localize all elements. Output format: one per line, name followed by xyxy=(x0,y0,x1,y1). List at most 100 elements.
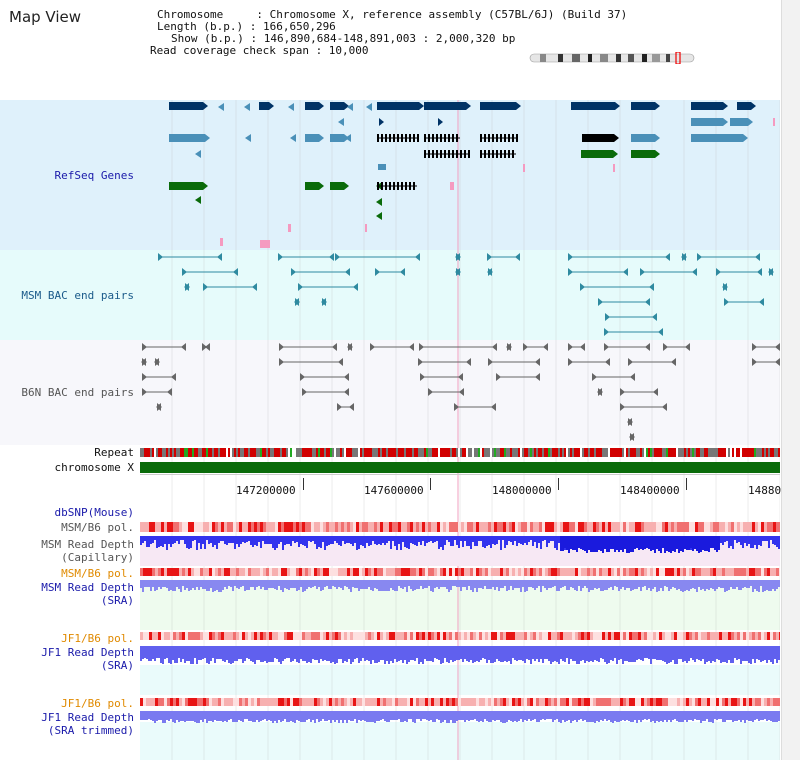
depth-bar xyxy=(564,646,566,662)
repeat-cell xyxy=(442,448,444,457)
depth-bar xyxy=(220,536,222,541)
depth-bar xyxy=(338,711,340,723)
depth-bar xyxy=(444,646,446,658)
pol-cell xyxy=(536,522,539,532)
track-label-jf1-read-depth-trimmed[interactable]: JF1 Read Depth (SRA trimmed) xyxy=(41,711,134,737)
msm-bac-end xyxy=(568,253,573,261)
repeat-cell xyxy=(394,448,396,457)
depth-bar xyxy=(436,536,438,541)
pol-cell xyxy=(545,522,548,532)
repeat-cell xyxy=(160,448,162,457)
repeat-cell xyxy=(644,448,646,457)
pol-cell xyxy=(437,522,440,532)
depth-bar xyxy=(500,536,502,550)
depth-bar xyxy=(254,646,256,664)
depth-bar xyxy=(278,580,280,586)
pol-cell xyxy=(629,568,632,576)
genome-tracks-canvas[interactable] xyxy=(0,0,780,760)
repeat-cell xyxy=(392,448,394,457)
depth-bar xyxy=(406,536,408,548)
depth-bar xyxy=(336,536,338,543)
depth-bar xyxy=(156,646,158,658)
track-label-jf1-read-depth-sra[interactable]: JF1 Read Depth (SRA) xyxy=(41,646,134,672)
depth-bar xyxy=(732,646,734,663)
track-label-msm-bac[interactable]: MSM BAC end pairs xyxy=(21,289,134,302)
pol-cell xyxy=(542,632,545,640)
pol-cell xyxy=(248,568,251,576)
pol-cell xyxy=(344,522,347,532)
pol-cell xyxy=(419,568,422,576)
pol-cell xyxy=(506,698,509,706)
pol-cell xyxy=(635,698,638,706)
track-label-msm-read-depth-capillary[interactable]: MSM Read Depth (Capillary) xyxy=(41,538,134,564)
depth-bar xyxy=(510,711,512,721)
pol-cell xyxy=(608,522,611,532)
track-label-msm-b6-pol-1[interactable]: MSM/B6 pol. xyxy=(61,521,134,534)
repeat-cell xyxy=(432,448,434,457)
depth-bar xyxy=(376,646,378,663)
pol-cell xyxy=(332,522,335,532)
pol-cell xyxy=(497,632,500,640)
pol-cell xyxy=(566,522,569,532)
depth-bar xyxy=(326,646,328,661)
pol-cell xyxy=(740,632,743,640)
track-label-msm-b6-pol-2[interactable]: MSM/B6 pol. xyxy=(61,567,134,580)
depth-bar xyxy=(450,711,452,720)
depth-bar xyxy=(432,711,434,722)
gene-arrow xyxy=(344,102,349,110)
depth-bar xyxy=(636,646,638,660)
depth-bar xyxy=(754,580,756,589)
depth-bar xyxy=(156,580,158,590)
track-label-msm-read-depth-sra[interactable]: MSM Read Depth (SRA) xyxy=(41,581,134,607)
depth-bar xyxy=(318,580,320,587)
pol-cell xyxy=(695,698,698,706)
depth-bar xyxy=(182,580,184,586)
track-label-repeat[interactable]: Repeat xyxy=(94,446,134,459)
pol-cell xyxy=(575,632,578,640)
pol-cell xyxy=(548,698,551,706)
pol-cell xyxy=(680,698,683,706)
track-label-dbsnp[interactable]: dbSNP(Mouse) xyxy=(54,506,134,519)
track-label-chromosome[interactable]: chromosome X xyxy=(54,461,134,474)
repeat-cell xyxy=(732,448,734,457)
depth-bar xyxy=(718,711,720,719)
depth-bar xyxy=(724,536,726,542)
depth-bar xyxy=(140,711,142,720)
depth-bar xyxy=(622,646,624,664)
pol-cell xyxy=(770,568,773,576)
depth-bar xyxy=(596,646,598,661)
depth-bar xyxy=(744,711,746,723)
track-label-b6n-bac[interactable]: B6N BAC end pairs xyxy=(21,386,134,399)
depth-bar xyxy=(374,536,376,544)
repeat-cell xyxy=(686,448,688,457)
depth-bar xyxy=(664,580,666,586)
depth-bar xyxy=(302,646,304,661)
depth-bar xyxy=(344,646,346,661)
depth-bar xyxy=(762,711,764,720)
msm-bac-end xyxy=(665,253,670,261)
pol-cell xyxy=(716,698,719,706)
depth-bar xyxy=(214,580,216,591)
track-label-jf1-b6-pol-2[interactable]: JF1/B6 pol. xyxy=(61,697,134,710)
pol-cell xyxy=(662,632,665,640)
pol-cell xyxy=(284,698,287,706)
depth-bar xyxy=(382,646,384,660)
pol-cell xyxy=(482,632,485,640)
depth-bar xyxy=(554,711,556,720)
chromosome-ideogram[interactable] xyxy=(528,52,698,64)
track-label-refseq[interactable]: RefSeq Genes xyxy=(54,169,134,182)
pol-cell xyxy=(374,698,377,706)
pol-cell xyxy=(686,698,689,706)
depth-bar xyxy=(224,646,226,662)
depth-bar xyxy=(390,646,392,661)
repeat-cell xyxy=(312,448,314,457)
depth-bar xyxy=(412,646,414,660)
b6n-bac-end xyxy=(662,403,667,411)
depth-bar xyxy=(710,536,712,548)
pol-cell xyxy=(527,698,530,706)
repeat-cell xyxy=(514,448,516,457)
vertical-scrollbar[interactable] xyxy=(781,0,800,760)
pol-cell xyxy=(515,522,518,532)
track-label-jf1-b6-pol-1[interactable]: JF1/B6 pol. xyxy=(61,632,134,645)
pol-cell xyxy=(434,522,437,532)
